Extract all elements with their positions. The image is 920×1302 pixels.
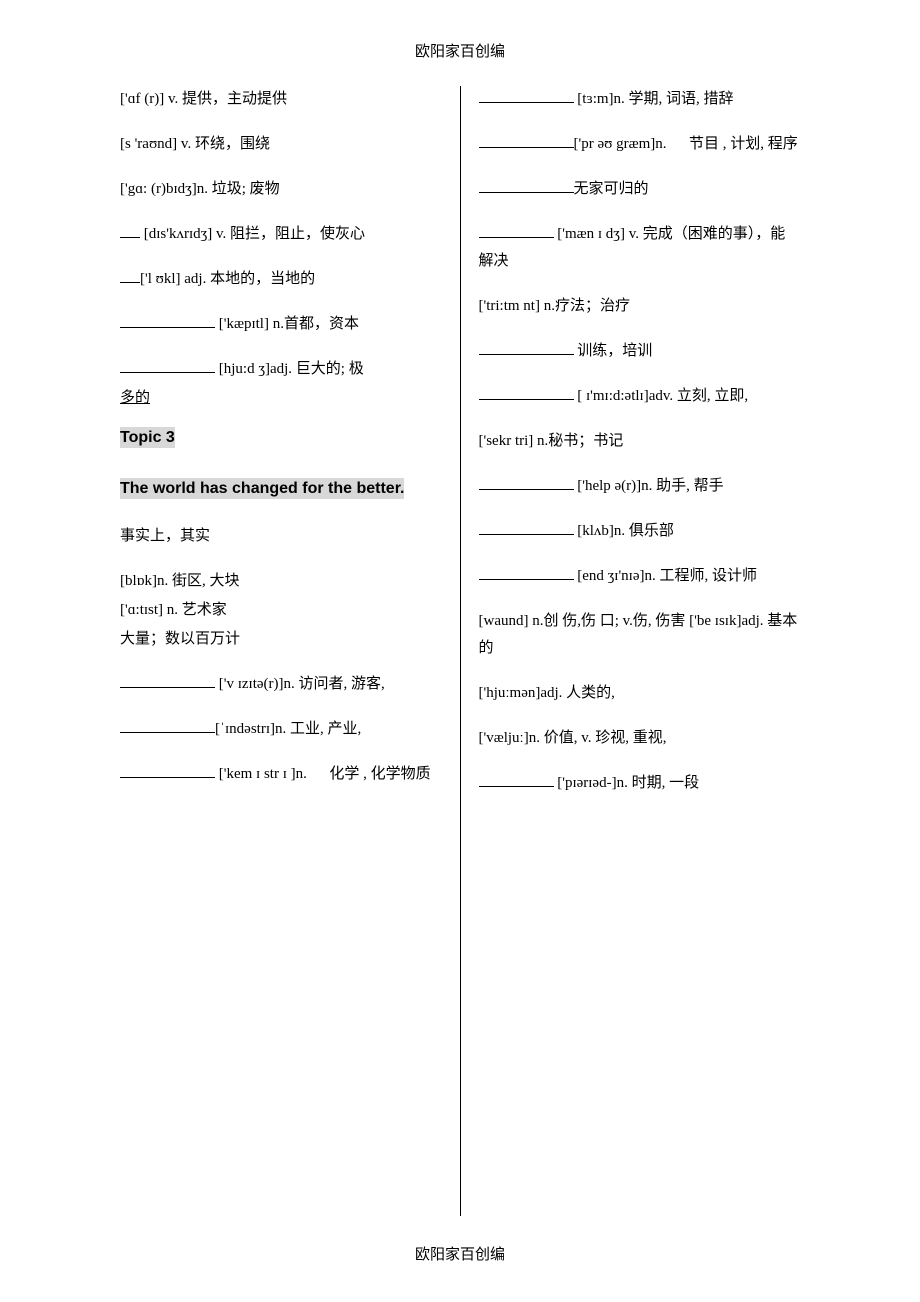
topic-title: The world has changed for the better. [120, 478, 404, 499]
blank-line [479, 475, 574, 490]
left-column: ['ɑf (r)] v. 提供，主动提供 [s 'raʊnd] v. 环绕，围绕… [120, 86, 461, 1216]
vocab-entry: ['kæpɪtl] n.首都，资本 [120, 311, 442, 338]
vocab-entry: [end ʒɪ'nɪə]n. 工程师, 设计师 [479, 563, 801, 590]
vocab-entry: [klʌb]n. 俱乐部 [479, 518, 801, 545]
blank-line [479, 520, 574, 535]
blank-line [120, 763, 215, 778]
topic-title-section: The world has changed for the better. [120, 473, 442, 505]
blank-line [479, 565, 574, 580]
page-footer: 欧阳家百创编 [0, 1243, 920, 1264]
blank-line [479, 385, 574, 400]
vocab-entry: [dɪs'kʌrɪdʒ] v. 阻拦，阻止，使灰心 [120, 221, 442, 248]
vocab-entry: ['mæn ɪ dʒ] v. 完成（困难的事），能解决 [479, 221, 801, 275]
entry-text: [klʌb]n. 俱乐部 [574, 523, 674, 539]
vocab-entry: 无家可归的 [479, 176, 801, 203]
vocab-entry: [s 'raʊnd] v. 环绕，围绕 [120, 131, 442, 158]
entry-text: [end ʒɪ'nɪə]n. 工程师, 设计师 [574, 568, 758, 584]
entry-text: ['pɪərɪəd-]n. 时期, 一段 [554, 775, 700, 791]
right-column: [tɜ:m]n. 学期, 词语, 措辞 ['pr əʊ græm]n. 节目 ,… [461, 86, 801, 1216]
vocab-entry: [ ɪ'mɪ:d:ətlɪ]adv. 立刻, 立即, [479, 383, 801, 410]
vocab-entry: ['gɑ: (r)bɪdʒ]n. 垃圾; 废物 [120, 176, 442, 203]
entry-text: 无家可归的 [574, 181, 649, 197]
vocab-entry: 训练，培训 [479, 338, 801, 365]
vocab-entry: [tɜ:m]n. 学期, 词语, 措辞 [479, 86, 801, 113]
vocab-entry: ['ɑ:tɪst] n. 艺术家 [120, 597, 442, 624]
blank-line [479, 178, 574, 193]
vocab-entry: ['pr əʊ græm]n. 节目 , 计划, 程序 [479, 131, 801, 158]
entry-text: [hju:d ʒ]adj. 巨大的; 极 [215, 361, 364, 377]
vocab-entry: ['help ə(r)]n. 助手, 帮手 [479, 473, 801, 500]
entry-text: ['v ɪzɪtə(r)]n. 访问者, 游客, [215, 676, 385, 692]
blank-line [120, 358, 215, 373]
blank-line [479, 223, 554, 238]
blank-line [479, 340, 574, 355]
vocab-entry: ['væljuː]n. 价值, v. 珍视, 重视, [479, 725, 801, 752]
entry-text: ['kem ɪ str ɪ ]n. 化学 , 化学物质 [215, 766, 431, 782]
vocab-entry: ['ɑf (r)] v. 提供，主动提供 [120, 86, 442, 113]
underlined-text: 多的 [120, 390, 150, 406]
entry-text: [tɜ:m]n. 学期, 词语, 措辞 [574, 91, 734, 107]
blank-line [479, 88, 574, 103]
blank-line [120, 673, 215, 688]
entry-text: [dɪs'kʌrɪdʒ] v. 阻拦，阻止，使灰心 [140, 226, 365, 242]
blank-line [120, 718, 215, 733]
entry-text: [ˈɪndəstrɪ]n. 工业, 产业, [215, 721, 361, 737]
vocab-entry: ['l ʊkl] adj. 本地的，当地的 [120, 266, 442, 293]
content-area: ['ɑf (r)] v. 提供，主动提供 [s 'raʊnd] v. 环绕，围绕… [0, 86, 920, 1216]
vocab-entry: ['pɪərɪəd-]n. 时期, 一段 [479, 770, 801, 797]
vocab-entry: [blɒk]n. 街区, 大块 [120, 568, 442, 595]
vocab-entry: ['v ɪzɪtə(r)]n. 访问者, 游客, [120, 671, 442, 698]
vocab-entry: 大量；数以百万计 [120, 626, 442, 653]
entry-text: ['help ə(r)]n. 助手, 帮手 [574, 478, 724, 494]
blank-line [479, 133, 574, 148]
blank-line [120, 313, 215, 328]
blank-line [120, 223, 140, 238]
vocab-entry: 事实上，其实 [120, 523, 442, 550]
blank-line [120, 268, 140, 283]
entry-text: ['pr əʊ græm]n. 节目 , 计划, 程序 [574, 136, 798, 152]
vocab-entry: [waund] n.创 伤,伤 口; v.伤, 伤害 ['be ɪsɪk]adj… [479, 608, 801, 662]
blank-line [479, 772, 554, 787]
vocab-entry: [hju:d ʒ]adj. 巨大的; 极 [120, 356, 442, 383]
topic-label: Topic 3 [120, 427, 175, 448]
vocab-entry: ['hjuːmən]adj. 人类的, [479, 680, 801, 707]
vocab-entry: [ˈɪndəstrɪ]n. 工业, 产业, [120, 716, 442, 743]
topic-section: Topic 3 [120, 420, 442, 455]
entry-text: ['l ʊkl] adj. 本地的，当地的 [140, 271, 315, 287]
vocab-entry: ['kem ɪ str ɪ ]n. 化学 , 化学物质 [120, 761, 442, 788]
vocab-entry: ['sekr tri] n.秘书；书记 [479, 428, 801, 455]
vocab-entry: ['tri:tm nt] n.疗法；治疗 [479, 293, 801, 320]
entry-text: [ ɪ'mɪ:d:ətlɪ]adv. 立刻, 立即, [574, 388, 749, 404]
vocab-entry-cont: 多的 [120, 385, 442, 412]
page-header: 欧阳家百创编 [0, 0, 920, 86]
entry-text: ['kæpɪtl] n.首都，资本 [215, 316, 359, 332]
entry-text: 训练，培训 [574, 343, 653, 359]
